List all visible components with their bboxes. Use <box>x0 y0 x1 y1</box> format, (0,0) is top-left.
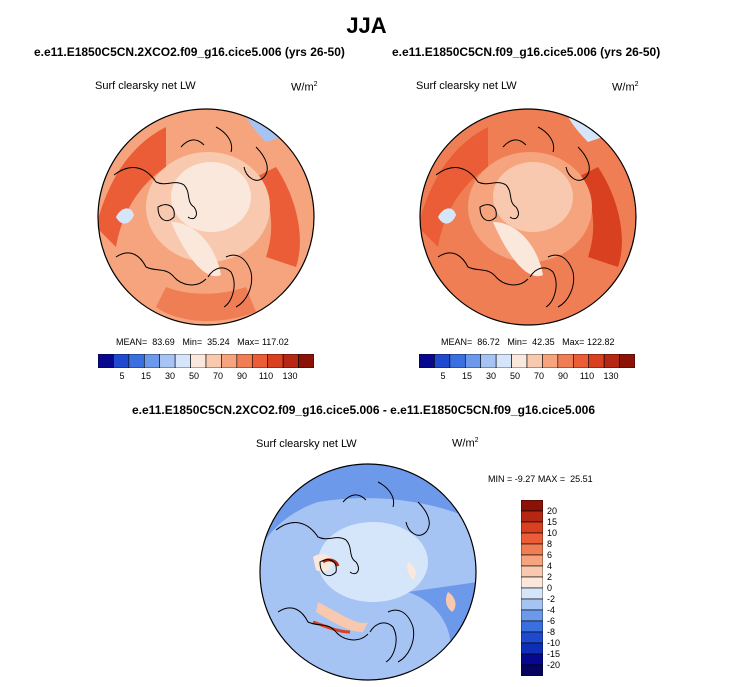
panel1-variable-label: Surf clearsky net LW <box>95 80 196 92</box>
panel2-colorbar-swatch <box>464 354 482 368</box>
panel1-colorbar-swatch <box>98 354 114 368</box>
diff-colorbar-tick-label: 4 <box>547 561 553 571</box>
diff-colorbar-swatch <box>521 587 543 600</box>
diff-colorbar-swatch <box>521 510 543 523</box>
panel1-colorbar-swatch <box>267 354 284 368</box>
diff-variable-label: Surf clearsky net LW <box>256 438 357 450</box>
panel2-colorbar-tick-label: 5 <box>440 371 446 381</box>
panel1-colorbar-ticks: 5 15 30 50 70 90 110 130 <box>98 371 314 383</box>
panel2-colorbar-swatch <box>449 354 466 368</box>
panel1-units: W/m2 <box>291 81 318 94</box>
panel1-colorbar-tick-label: 70 <box>212 371 224 381</box>
panel2-colorbar-swatch <box>619 354 635 368</box>
panel2-colorbar-swatch <box>557 354 574 368</box>
diff-colorbar-tick-label: 2 <box>547 572 553 582</box>
panel2-colorbar-swatch <box>603 354 620 368</box>
panel1-colorbar-swatch <box>205 354 222 368</box>
panel2-colorbar-ticks: 5 15 30 50 70 90 110 130 <box>419 371 635 383</box>
diff-colorbar-swatch <box>521 532 543 545</box>
panel2-colorbar-tick-label: 50 <box>509 371 521 381</box>
panel2-stats: MEAN= 86.72 Min= 42.35 Max= 122.82 <box>441 337 615 347</box>
page-title: JJA <box>346 13 387 38</box>
panel2-colorbar-swatch <box>542 354 559 368</box>
panel1-colorbar-swatch <box>174 354 191 368</box>
diff-colorbar-swatch <box>521 554 543 567</box>
diff-colorbar-tick-label: -10 <box>547 638 561 648</box>
diff-colorbar-swatch <box>521 620 543 633</box>
panel1-colorbar-tick-label: 30 <box>164 371 176 381</box>
diff-colorbar-tick-label: 10 <box>547 528 558 538</box>
panel1-colorbar <box>98 354 314 368</box>
panel2-colorbar-swatch <box>511 354 528 368</box>
diff-colorbar-tick-label: 15 <box>547 517 558 527</box>
diff-colorbar-swatch <box>521 653 543 666</box>
diff-colorbar-tick-label: 8 <box>547 539 553 549</box>
panel1-colorbar-swatch <box>143 354 161 368</box>
panel2-colorbar <box>419 354 635 368</box>
panel1-case-title: e.e11.E1850C5CN.2XCO2.f09_g16.cice5.006 … <box>34 45 345 59</box>
diff-colorbar-swatch <box>521 576 543 589</box>
diff-colorbar <box>521 500 543 676</box>
panel2-units: W/m2 <box>612 81 639 94</box>
panel2-colorbar-swatch <box>480 354 497 368</box>
diff-colorbar-tick-label: -4 <box>547 605 556 615</box>
diff-stats: MIN = -9.27 MAX = 25.51 <box>488 474 593 484</box>
panel2-case-title: e.e11.E1850C5CN.f09_g16.cice5.006 (yrs 2… <box>392 45 661 59</box>
diff-colorbar-swatch <box>521 598 543 611</box>
diff-colorbar-tick-label: 6 <box>547 550 553 560</box>
panel1-colorbar-swatch <box>113 354 130 368</box>
panel2-colorbar-tick-label: 15 <box>461 371 473 381</box>
panel1-colorbar-swatch <box>221 354 238 368</box>
diff-polar-map <box>259 463 477 681</box>
diff-colorbar-swatch <box>521 521 543 534</box>
panel1-stats: MEAN= 83.69 Min= 35.24 Max= 117.02 <box>116 337 289 347</box>
diff-colorbar-tick-label: 20 <box>547 506 558 516</box>
diff-colorbar-swatch <box>521 500 543 512</box>
panel2-colorbar-swatch <box>572 354 590 368</box>
diff-colorbar-swatch <box>521 609 543 622</box>
panel1-colorbar-tick-label: 15 <box>140 371 152 381</box>
diff-colorbar-tick-label: -15 <box>547 649 561 659</box>
panel2-colorbar-swatch <box>588 354 605 368</box>
panel1-colorbar-swatch <box>251 354 269 368</box>
diff-colorbar-tick-label: -6 <box>547 616 556 626</box>
panel2-colorbar-swatch <box>495 354 512 368</box>
panel2-colorbar-swatch <box>419 354 435 368</box>
panel2-colorbar-tick-label: 130 <box>603 371 619 381</box>
diff-colorbar-tick-label: 0 <box>547 583 553 593</box>
panel1-colorbar-swatch <box>298 354 314 368</box>
diff-colorbar-swatch <box>521 631 543 644</box>
diff-colorbar-tick-label: -8 <box>547 627 556 637</box>
panel2-colorbar-swatch <box>434 354 451 368</box>
diff-colorbar-tick-label: -20 <box>547 660 561 670</box>
diff-colorbar-swatch <box>521 543 543 556</box>
diff-units: W/m2 <box>452 437 479 450</box>
panel2-colorbar-tick-label: 70 <box>533 371 545 381</box>
diff-colorbar-ticks: 20 15 10 8 6 4 2 0 -2 -4 -6 -8 -10 -15 -20 <box>547 500 577 676</box>
panel1-colorbar-swatch <box>128 354 145 368</box>
panel1-colorbar-tick-label: 50 <box>188 371 200 381</box>
panel1-polar-map <box>97 108 315 326</box>
diff-colorbar-tick-label: -2 <box>547 594 556 604</box>
panel2-colorbar-swatch <box>526 354 543 368</box>
diff-colorbar-swatch <box>521 642 543 655</box>
diff-title: e.e11.E1850C5CN.2XCO2.f09_g16.cice5.006 … <box>132 403 595 417</box>
diff-colorbar-swatch <box>521 664 543 676</box>
panel1-colorbar-tick-label: 110 <box>258 371 274 381</box>
panel1-colorbar-tick-label: 130 <box>282 371 298 381</box>
panel2-colorbar-tick-label: 30 <box>485 371 497 381</box>
panel1-colorbar-swatch <box>190 354 207 368</box>
panel2-polar-map <box>419 108 637 326</box>
panel1-colorbar-tick-label: 90 <box>236 371 248 381</box>
panel1-colorbar-swatch <box>236 354 253 368</box>
panel1-colorbar-tick-label: 5 <box>119 371 125 381</box>
diff-colorbar-swatch <box>521 565 543 578</box>
panel2-variable-label: Surf clearsky net LW <box>416 80 517 92</box>
panel1-colorbar-swatch <box>159 354 176 368</box>
panel1-colorbar-swatch <box>282 354 299 368</box>
panel2-colorbar-tick-label: 110 <box>579 371 595 381</box>
panel2-colorbar-tick-label: 90 <box>557 371 569 381</box>
